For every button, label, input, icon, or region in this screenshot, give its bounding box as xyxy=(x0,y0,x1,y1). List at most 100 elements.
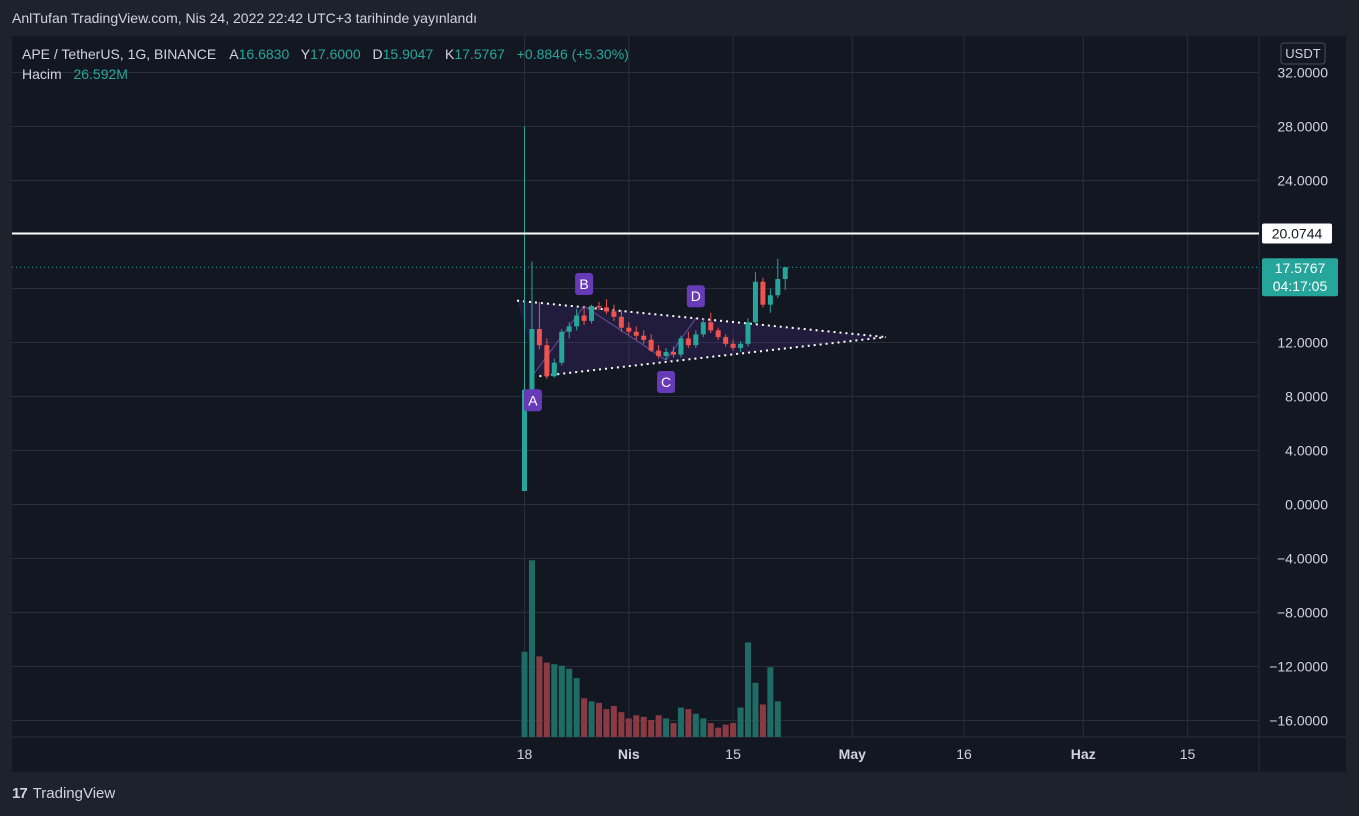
volume-bar xyxy=(737,707,744,737)
candle-body xyxy=(641,335,647,340)
candle-body xyxy=(656,350,662,356)
brand-name: TradingView xyxy=(32,785,116,802)
open-value: 16.6830 xyxy=(238,46,290,62)
candle-body xyxy=(596,306,602,308)
pattern-point-marker xyxy=(657,371,676,394)
price-tick-label: −8.0000 xyxy=(1277,605,1328,621)
price-tick-label: 8.0000 xyxy=(1285,389,1328,405)
candle-body xyxy=(782,267,788,280)
volume-bar xyxy=(685,709,692,737)
volume-bar xyxy=(655,715,662,737)
candle-body xyxy=(767,295,773,305)
candle-body xyxy=(529,329,535,390)
candle-body xyxy=(536,329,542,346)
volume-bar xyxy=(677,707,684,737)
time-tick-label: 18 xyxy=(517,746,533,762)
volume-bar xyxy=(528,560,535,737)
tradingview-logo-icon: 17 xyxy=(12,785,28,802)
price-tick-label: −4.0000 xyxy=(1277,551,1328,567)
volume-bar xyxy=(610,706,617,737)
volume-bar xyxy=(663,718,670,737)
candle-body xyxy=(663,351,669,356)
countdown-label: 04:17:05 xyxy=(1273,278,1328,294)
candle-body xyxy=(574,315,580,327)
candle-body xyxy=(544,345,550,377)
pattern-point-marker xyxy=(523,389,542,412)
candle-body xyxy=(633,331,639,336)
volume-bar xyxy=(640,716,647,737)
volume-bar xyxy=(558,665,565,737)
publish-info: AnlTufan TradingView.com, Nis 24, 2022 2… xyxy=(12,10,477,26)
volume-bar xyxy=(588,701,595,737)
candle-body xyxy=(760,281,766,305)
volume-bar xyxy=(692,713,699,737)
resistance-price-label: 20.0744 xyxy=(1272,225,1323,241)
volume-bar xyxy=(603,709,610,737)
candle-body xyxy=(603,307,609,312)
volume-bar xyxy=(745,642,751,737)
volume-bar xyxy=(581,698,588,737)
volume-bar xyxy=(715,727,722,737)
candle-body xyxy=(648,339,654,351)
candle-body xyxy=(559,331,565,363)
volume-bar xyxy=(536,656,543,737)
currency-label: USDT xyxy=(1285,46,1320,61)
volume-bar xyxy=(700,718,707,737)
volume-label[interactable]: Hacim xyxy=(22,66,62,82)
pattern-point-label: C xyxy=(661,374,671,390)
volume-bar xyxy=(551,664,558,737)
symbol-title[interactable]: APE / TetherUS, 1G, BINANCE xyxy=(22,46,217,62)
chart-legend: APE / TetherUS, 1G, BINANCE A16.6830 Y17… xyxy=(22,45,629,85)
triangle-upper-line xyxy=(516,299,886,339)
candle-body xyxy=(752,281,758,323)
price-tick-label: −16.0000 xyxy=(1269,713,1328,729)
last-price-label: 17.5767 xyxy=(1275,260,1326,276)
candle-body xyxy=(626,327,632,332)
price-tick-label: 24.0000 xyxy=(1277,173,1328,189)
resistance-price-tag xyxy=(1262,223,1332,244)
pattern-point-label: A xyxy=(528,392,538,408)
change-value: +0.8846 (+5.30%) xyxy=(516,46,629,62)
candle-body xyxy=(730,343,736,348)
high-value: 17.6000 xyxy=(310,46,361,62)
pattern-point-marker xyxy=(686,285,705,308)
high-label: Y xyxy=(300,46,311,62)
candle-body xyxy=(581,315,587,321)
price-tick-label: 4.0000 xyxy=(1285,443,1328,459)
low-label: D xyxy=(372,46,383,62)
volume-bar xyxy=(722,724,729,737)
price-tick-label: −12.0000 xyxy=(1269,659,1328,675)
candle-body xyxy=(618,316,624,328)
price-tick-label: 32.0000 xyxy=(1277,65,1328,81)
candle-body xyxy=(685,338,691,346)
candle-body xyxy=(775,279,781,296)
time-tick-label: 15 xyxy=(1180,746,1196,762)
currency-button xyxy=(1280,42,1326,65)
volume-bar xyxy=(759,704,766,737)
pattern-point-marker xyxy=(575,273,594,296)
volume-bar xyxy=(730,723,737,737)
time-tick-label: May xyxy=(839,746,866,762)
volume-value: 26.592M xyxy=(73,66,128,82)
candle-body xyxy=(738,343,744,348)
candle-body xyxy=(693,334,699,346)
candle-body xyxy=(678,338,684,355)
volume-bar xyxy=(752,682,759,737)
footer-brand[interactable]: 17 TradingView xyxy=(12,785,115,802)
pattern-point-label: D xyxy=(691,288,701,304)
price-tick-label: 0.0000 xyxy=(1285,497,1328,513)
candle-body xyxy=(723,337,729,344)
volume-bar xyxy=(625,718,632,737)
price-tick-label: 28.0000 xyxy=(1277,119,1328,135)
candle-body xyxy=(566,326,572,332)
volume-bar xyxy=(566,668,573,737)
time-tick-label: 15 xyxy=(725,746,741,762)
time-tick-label: Nis xyxy=(618,746,640,762)
candle-body xyxy=(745,322,751,344)
candle-body xyxy=(708,322,714,331)
volume-bar xyxy=(707,723,714,737)
volume-bar xyxy=(596,702,602,737)
candle-body xyxy=(522,389,527,491)
time-tick-label: Haz xyxy=(1071,746,1096,762)
